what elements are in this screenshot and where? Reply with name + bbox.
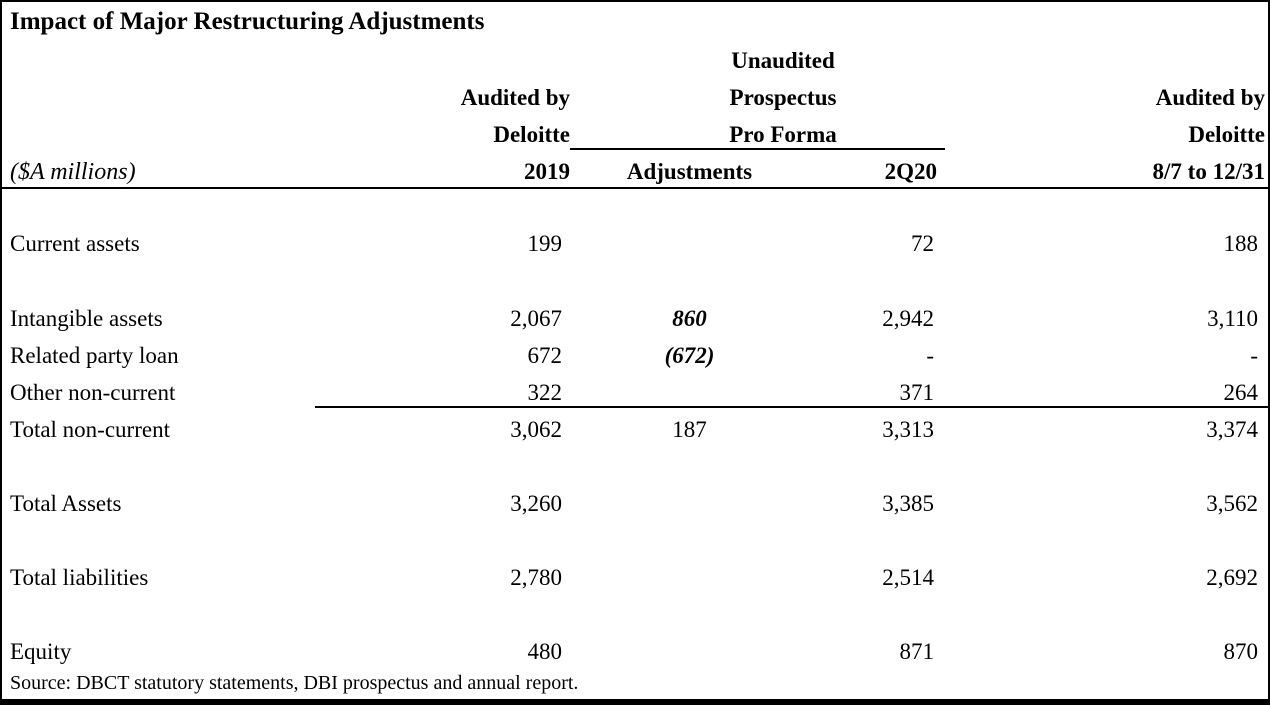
col-2020-header-audited-by: Audited by bbox=[1155, 85, 1265, 110]
value-2019: 199 bbox=[527, 231, 563, 256]
table-row-total-non-current: Total non-current 3,062 187 3,313 3,374 bbox=[2, 415, 1268, 445]
value-audited-2020: - bbox=[1250, 343, 1258, 368]
total-non-current-rule bbox=[315, 406, 1268, 408]
value-2q20: - bbox=[926, 343, 934, 368]
value-2019: 322 bbox=[527, 380, 563, 405]
row-label: Current assets bbox=[10, 231, 140, 256]
col-2020-header-deloitte: Deloitte bbox=[1188, 122, 1265, 147]
value-2q20: 3,385 bbox=[882, 491, 934, 516]
group-header-prospectus: Prospectus bbox=[729, 85, 837, 110]
value-2q20: 871 bbox=[899, 639, 935, 664]
value-2019: 2,067 bbox=[510, 306, 562, 331]
row-label: Intangible assets bbox=[10, 306, 163, 331]
col-2q20-header: 2Q20 bbox=[884, 159, 937, 184]
value-2q20: 371 bbox=[899, 380, 935, 405]
value-2019: 480 bbox=[527, 639, 563, 664]
value-adjustments: 860 bbox=[672, 306, 707, 331]
units-label: ($A millions) bbox=[10, 159, 136, 185]
table-row-intangible-assets: Intangible assets 2,067 860 2,942 3,110 bbox=[2, 304, 1268, 334]
table-row-equity: Equity 480 871 870 bbox=[2, 637, 1268, 667]
pro-forma-underline bbox=[570, 148, 945, 150]
group-header-pro-forma: Pro Forma bbox=[729, 122, 837, 147]
col-2019-header-audited-by: Audited by bbox=[460, 85, 570, 110]
value-audited-2020: 2,692 bbox=[1206, 565, 1258, 590]
table-row-other-non-current: Other non-current 322 371 264 bbox=[2, 378, 1268, 408]
value-2q20: 72 bbox=[911, 231, 934, 256]
page-title: Impact of Major Restructuring Adjustment… bbox=[10, 8, 485, 35]
value-2q20: 2,514 bbox=[882, 565, 934, 590]
row-label: Related party loan bbox=[10, 343, 179, 368]
value-2019: 3,260 bbox=[510, 491, 562, 516]
col-2020-header-period: 8/7 to 12/31 bbox=[1152, 159, 1265, 184]
source-note: Source: DBCT statutory statements, DBI p… bbox=[10, 672, 579, 694]
value-adjustments: 187 bbox=[672, 417, 707, 442]
col-2019-header-deloitte: Deloitte bbox=[493, 122, 570, 147]
row-label: Total Assets bbox=[10, 491, 122, 516]
value-2019: 672 bbox=[527, 343, 563, 368]
col-2019-header-year: 2019 bbox=[524, 159, 570, 184]
value-2q20: 3,313 bbox=[882, 417, 934, 442]
col-adjustments-header: Adjustments bbox=[626, 159, 753, 184]
group-header-unaudited: Unaudited bbox=[731, 48, 835, 73]
table-row-total-liabilities: Total liabilities 2,780 2,514 2,692 bbox=[2, 563, 1268, 593]
row-label: Total non-current bbox=[10, 417, 170, 442]
value-2019: 3,062 bbox=[510, 417, 562, 442]
table-row-total-assets: Total Assets 3,260 3,385 3,562 bbox=[2, 489, 1268, 519]
value-audited-2020: 3,110 bbox=[1207, 306, 1258, 331]
value-2019: 2,780 bbox=[510, 565, 562, 590]
value-audited-2020: 3,374 bbox=[1206, 417, 1258, 442]
value-2q20: 2,942 bbox=[882, 306, 934, 331]
row-label: Total liabilities bbox=[10, 565, 149, 590]
row-label: Other non-current bbox=[10, 380, 176, 405]
header-rule bbox=[2, 187, 1268, 189]
value-audited-2020: 870 bbox=[1223, 639, 1259, 664]
value-audited-2020: 3,562 bbox=[1206, 491, 1258, 516]
table-row-current-assets: Current assets 199 72 188 bbox=[2, 229, 1268, 259]
row-label: Equity bbox=[10, 639, 72, 664]
value-audited-2020: 264 bbox=[1223, 380, 1259, 405]
value-adjustments: (672) bbox=[664, 343, 715, 368]
value-audited-2020: 188 bbox=[1223, 231, 1259, 256]
table-row-related-party-loan: Related party loan 672 (672) - - bbox=[2, 341, 1268, 371]
